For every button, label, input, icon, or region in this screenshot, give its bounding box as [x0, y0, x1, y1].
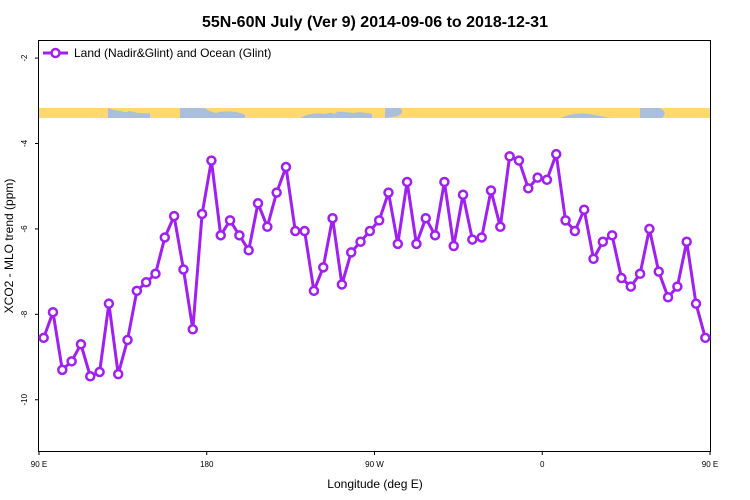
x-tick-label-4: 90 E: [702, 460, 718, 469]
x-tick-label-2: 90 W: [365, 460, 384, 469]
chart-title: 55N-60N July (Ver 9) 2014-09-06 to 2018-…: [202, 14, 548, 31]
map-strip: [39, 108, 710, 118]
data-point-0-50: [504, 151, 515, 162]
data-point-0-65: [644, 223, 655, 235]
legend-marker: [50, 47, 61, 59]
legend-label: Land (Nadir&Glint) and Ocean (Glint): [74, 46, 271, 60]
map-strip-ocean: [108, 108, 665, 118]
data-point-0-35: [364, 225, 376, 237]
data-point-0-60: [597, 236, 609, 247]
data-point-0-9: [122, 334, 133, 346]
data-point-0-66: [653, 266, 664, 277]
data-point-0-48: [485, 185, 497, 196]
data-point-0-52: [523, 183, 534, 194]
data-point-0-11: [140, 277, 152, 288]
map-strip-background: [39, 108, 710, 118]
data-point-0-3: [66, 356, 77, 367]
data-point-0-36: [373, 215, 385, 226]
data-point-0-22: [243, 245, 254, 256]
y-tick-label-3: -8: [20, 310, 29, 318]
data-point-0-41: [420, 212, 432, 224]
data-point-0-56: [560, 215, 571, 226]
y-axis: -2 -4 -6 -8 -10: [20, 54, 39, 406]
data-point-0-28: [299, 225, 310, 237]
data-point-0-2: [57, 364, 68, 376]
data-point-0-19: [215, 230, 226, 241]
data-point-0-64: [634, 268, 646, 280]
data-point-0-46: [467, 234, 478, 245]
data-point-0-61: [606, 230, 618, 241]
data-point-0-21: [234, 230, 245, 241]
data-point-0-5: [85, 371, 96, 382]
data-point-0-4: [75, 338, 87, 350]
data-point-0-27: [290, 225, 301, 237]
y-tick-label-4: -10: [20, 393, 29, 405]
data-point-0-14: [168, 210, 180, 222]
data-point-0-53: [532, 172, 543, 183]
data-point-0-25: [271, 187, 282, 198]
data-point-0-24: [262, 221, 273, 233]
data-point-0-15: [178, 264, 189, 275]
data-point-0-58: [578, 204, 590, 215]
data-point-0-49: [495, 221, 506, 233]
data-point-0-23: [252, 198, 264, 209]
data-point-0-37: [383, 187, 394, 198]
data-point-0-57: [569, 225, 581, 237]
data-point-0-34: [355, 236, 366, 247]
data-point-0-16: [187, 324, 199, 335]
data-point-0-0: [38, 332, 49, 344]
data-point-0-42: [429, 230, 441, 241]
y-axis-label: XCO2 - MLO trend (ppm): [2, 179, 16, 314]
x-tick-label-3: 0: [540, 460, 545, 469]
data-point-0-63: [625, 281, 637, 292]
data-point-0-1: [47, 306, 59, 318]
x-tick-label-0: 90 E: [31, 460, 47, 469]
data-point-0-40: [411, 238, 422, 250]
data-point-0-38: [392, 238, 404, 250]
y-tick-label-0: -2: [20, 54, 29, 62]
data-point-0-45: [457, 189, 469, 200]
data-point-0-33: [345, 247, 357, 258]
data-point-0-62: [616, 272, 627, 284]
data-point-0-55: [550, 148, 562, 160]
x-tick-label-1: 180: [200, 460, 214, 469]
data-point-0-17: [196, 208, 208, 220]
data-point-0-44: [448, 240, 459, 252]
data-point-0-8: [112, 368, 124, 380]
data-point-0-20: [224, 215, 236, 226]
data-point-0-70: [690, 298, 702, 309]
data-point-0-26: [280, 161, 292, 173]
series-land-ocean: [38, 148, 711, 382]
x-axis: 90 E 180 90 W 0 90 E: [31, 451, 718, 469]
data-point-0-43: [439, 176, 450, 188]
data-point-0-18: [206, 155, 217, 166]
data-point-0-12: [150, 268, 161, 280]
data-point-0-54: [541, 174, 553, 186]
data-point-0-7: [103, 298, 115, 309]
y-tick-label-2: -6: [20, 225, 29, 233]
data-point-0-6: [94, 366, 105, 378]
data-point-0-67: [662, 292, 674, 303]
legend: Land (Nadir&Glint) and Ocean (Glint): [43, 46, 271, 60]
data-point-0-32: [336, 279, 348, 290]
data-point-0-39: [401, 176, 413, 188]
data-point-0-29: [308, 285, 320, 297]
data-point-0-10: [131, 285, 143, 297]
data-point-0-59: [588, 253, 599, 265]
plot-frame: [38, 40, 711, 452]
y-tick-label-1: -4: [20, 139, 29, 147]
plot-area: -2 -4 -6 -8 -10 90 E 180 90 W 0 90 E: [20, 40, 718, 469]
data-point-0-47: [476, 232, 487, 243]
data-point-0-51: [513, 155, 525, 166]
data-point-0-68: [672, 281, 683, 292]
data-point-0-30: [317, 262, 329, 273]
data-point-0-69: [681, 236, 692, 247]
data-point-0-71: [700, 332, 711, 344]
data-point-0-31: [327, 212, 338, 224]
data-point-0-13: [159, 232, 171, 243]
x-axis-label: Longitude (deg E): [327, 477, 422, 491]
